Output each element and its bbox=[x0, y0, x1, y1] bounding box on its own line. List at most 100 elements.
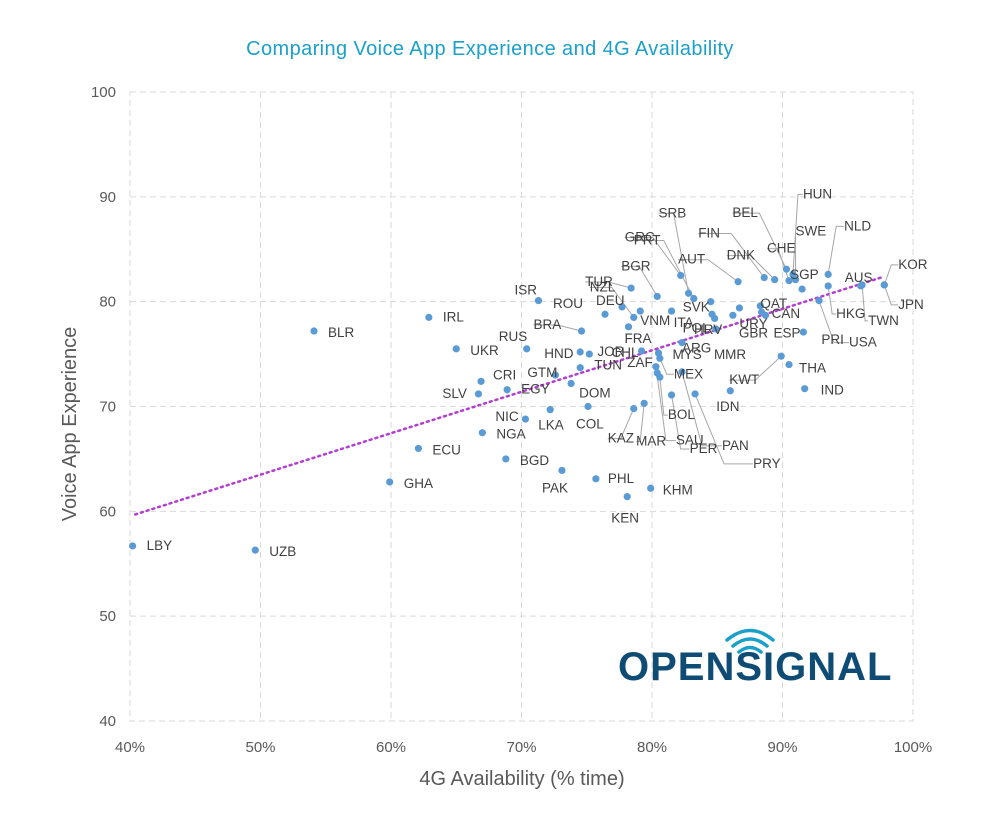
data-point-deu bbox=[618, 303, 626, 311]
point-label-hrv: HRV bbox=[694, 322, 722, 337]
x-tick-label: 80% bbox=[637, 739, 667, 756]
data-point-ecu bbox=[414, 444, 423, 453]
data-point-mmr bbox=[712, 325, 720, 333]
point-label-ken: KEN bbox=[611, 511, 639, 526]
y-tick-label: 100 bbox=[91, 84, 116, 101]
label-leader-line bbox=[732, 212, 787, 270]
data-point-che bbox=[785, 277, 793, 285]
label-leader-line bbox=[698, 233, 765, 278]
point-label-lka: LKA bbox=[538, 418, 564, 433]
data-point-nga bbox=[478, 429, 486, 437]
data-point-mar bbox=[640, 399, 648, 407]
point-label-pri: PRI bbox=[821, 332, 844, 347]
point-label-mmr: MMR bbox=[714, 347, 746, 362]
data-point-sau bbox=[652, 363, 660, 371]
data-point-kaz bbox=[630, 404, 638, 413]
data-point-khm bbox=[647, 484, 655, 492]
point-label-bgd: BGD bbox=[520, 453, 550, 468]
data-point-egy bbox=[503, 386, 511, 394]
point-label-mar: MAR bbox=[636, 433, 666, 448]
data-point-qat bbox=[756, 302, 764, 310]
data-point-lka bbox=[546, 406, 554, 414]
point-label-blr: BLR bbox=[328, 325, 355, 340]
point-label-che: CHE bbox=[767, 241, 796, 256]
trendline bbox=[133, 275, 886, 516]
label-leader-line bbox=[883, 264, 899, 286]
point-label-prt: PRT bbox=[634, 233, 661, 248]
data-point-jor bbox=[585, 350, 593, 358]
point-label-usa: USA bbox=[849, 335, 877, 350]
point-label-ukr: UKR bbox=[470, 343, 499, 358]
point-label-mex: MEX bbox=[674, 366, 703, 381]
point-label-nga: NGA bbox=[496, 427, 525, 442]
point-label-bol: BOL bbox=[668, 407, 696, 422]
data-point-arg bbox=[678, 338, 686, 347]
label-leader-line bbox=[607, 408, 635, 440]
data-point-irl bbox=[425, 313, 433, 321]
data-point-nic bbox=[521, 415, 530, 423]
data-point-tha bbox=[785, 360, 793, 369]
point-label-col: COL bbox=[576, 417, 604, 432]
data-point-bgd bbox=[502, 455, 510, 463]
data-point-col bbox=[584, 402, 592, 411]
data-point-gha bbox=[386, 478, 394, 486]
point-label-kaz: KAZ bbox=[608, 431, 634, 446]
data-point-ken bbox=[623, 493, 631, 501]
data-point-bol bbox=[656, 373, 664, 381]
point-label-sau: SAU bbox=[676, 433, 704, 448]
x-axis-title: 4G Availability (% time) bbox=[419, 768, 624, 790]
data-point-rus bbox=[523, 345, 531, 353]
data-point-dnk bbox=[771, 276, 779, 284]
point-label-vnm: VNM bbox=[640, 313, 670, 328]
data-point-bel bbox=[782, 265, 791, 273]
label-leader-line bbox=[678, 259, 739, 283]
y-tick-label: 40 bbox=[99, 713, 116, 730]
point-label-arg: ARG bbox=[682, 341, 711, 356]
label-leader-line bbox=[729, 355, 782, 381]
point-label-rou: ROU bbox=[553, 296, 583, 311]
x-tick-label: 70% bbox=[506, 739, 536, 756]
data-point-pry bbox=[691, 390, 699, 398]
data-point-usa bbox=[815, 297, 823, 305]
label-leader-line bbox=[585, 281, 632, 289]
data-point-gtm bbox=[551, 371, 560, 379]
x-tick-label: 90% bbox=[767, 739, 797, 756]
point-label-mys: MYS bbox=[673, 347, 702, 362]
point-label-nzl: NZL bbox=[590, 279, 616, 294]
point-label-pol: POL bbox=[683, 320, 711, 335]
data-point-swe bbox=[791, 276, 800, 284]
data-point-blr bbox=[310, 327, 318, 335]
point-label-gha: GHA bbox=[404, 476, 433, 491]
logo-wordmark: OPENSIGNAL bbox=[618, 645, 892, 689]
point-label-qat: QAT bbox=[760, 296, 787, 311]
point-label-zaf: ZAF bbox=[627, 355, 653, 370]
label-leader-line bbox=[589, 286, 635, 318]
label-leader-line bbox=[694, 393, 754, 465]
label-leader-line bbox=[827, 225, 845, 275]
label-leader-line bbox=[818, 300, 850, 344]
data-point-phl bbox=[592, 475, 600, 483]
data-point-pan bbox=[678, 368, 686, 376]
point-label-dnk: DNK bbox=[727, 248, 756, 263]
point-label-rus: RUS bbox=[499, 329, 528, 344]
data-point-chl bbox=[637, 347, 646, 355]
data-point-hnd bbox=[576, 348, 584, 356]
data-point-ury bbox=[735, 304, 744, 312]
point-label-slv: SLV bbox=[442, 386, 467, 401]
label-leader-line bbox=[624, 236, 682, 276]
x-tick-label: 100% bbox=[894, 739, 932, 756]
point-label-uzb: UZB bbox=[269, 544, 296, 559]
axis-ticks: 40% 50% 60% 70% 80% 90% 100% 40 50 60 70 80 90 100 bbox=[91, 84, 932, 756]
point-label-egy: EGY bbox=[521, 382, 550, 397]
data-point-vnm bbox=[636, 307, 644, 315]
data-point-nzl bbox=[630, 313, 638, 321]
data-point-slv bbox=[474, 390, 483, 398]
point-label-tur: TUR bbox=[585, 274, 613, 289]
data-point-ita bbox=[667, 307, 676, 315]
data-point-mex bbox=[656, 354, 664, 362]
data-point-prt bbox=[690, 294, 698, 303]
point-label-fin: FIN bbox=[698, 226, 720, 241]
point-label-ind: IND bbox=[821, 383, 845, 398]
